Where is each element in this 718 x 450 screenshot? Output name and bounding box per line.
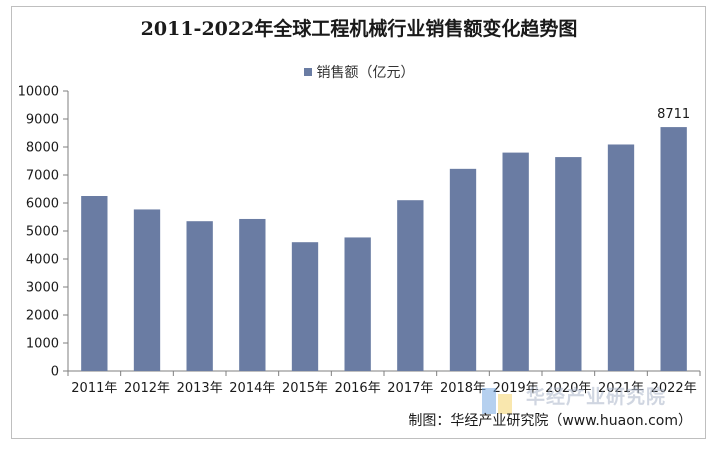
bar-2022年: [660, 127, 687, 371]
x-tick-label: 2021年: [598, 381, 644, 396]
x-tick-label: 2018年: [440, 381, 486, 396]
watermark-text: 华经产业研究院: [526, 386, 667, 408]
bar-2021年: [607, 144, 635, 371]
y-tick-label: 1000: [26, 337, 59, 352]
x-tick-label: 2012年: [124, 381, 170, 396]
y-tick-label: 3000: [26, 281, 59, 296]
y-tick-label: 10000: [18, 85, 59, 100]
bar-2020年: [555, 157, 582, 371]
bar-2013年: [186, 221, 213, 371]
y-tick-label: 7000: [26, 169, 59, 184]
x-tick-label: 2020年: [545, 381, 591, 396]
x-tick-label: 2017年: [387, 381, 433, 396]
bar-2017年: [397, 200, 424, 371]
legend-swatch: [303, 68, 312, 76]
bar-2011年: [81, 196, 108, 371]
y-tick-label: 8000: [26, 141, 59, 156]
bar-2012年: [133, 209, 161, 371]
bar-2015年: [291, 242, 319, 371]
y-tick-label: 5000: [26, 225, 59, 240]
watermark: 华经产业研究院: [480, 378, 710, 426]
chart-title: 2011-2022年全球工程机械行业销售额变化趋势图: [140, 18, 578, 40]
y-tick-label: 9000: [26, 113, 59, 128]
y-tick-label: 2000: [26, 309, 59, 324]
x-tick-label: 2011年: [71, 381, 117, 396]
x-tick-label: 2015年: [282, 381, 328, 396]
bar-2019年: [502, 152, 529, 371]
bar-2018年: [449, 168, 477, 371]
y-tick-label: 0: [51, 365, 59, 380]
x-tick-label: 2013年: [177, 381, 223, 396]
huajing-logo-icon: [482, 388, 512, 414]
y-tick-label: 6000: [26, 197, 59, 212]
source-note: 制图：华经产业研究院（www.huaon.com）: [408, 413, 692, 429]
y-tick-label: 4000: [26, 253, 59, 268]
x-tick-label: 2019年: [493, 381, 539, 396]
x-tick-label: 2022年: [651, 381, 697, 396]
bar-2016年: [344, 237, 371, 371]
legend-label: 销售额（亿元）: [316, 65, 415, 81]
chart-legend: 销售额（亿元）: [0, 62, 718, 82]
bar-2014年: [239, 218, 266, 371]
x-tick-label: 2014年: [229, 381, 275, 396]
x-tick-label: 2016年: [335, 381, 381, 396]
data-label-2022年: 8711: [657, 107, 690, 122]
